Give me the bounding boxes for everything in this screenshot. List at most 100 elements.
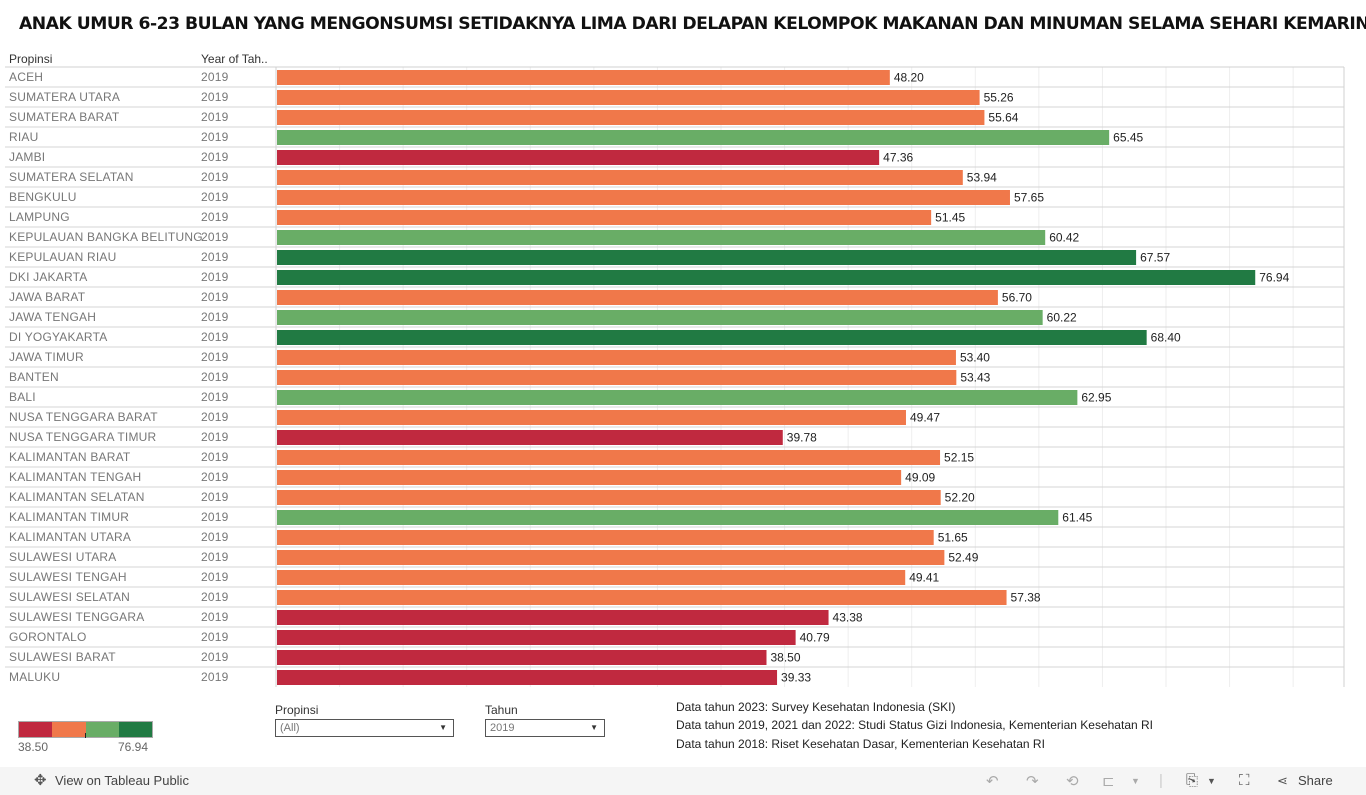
view-on-tableau-link[interactable]: View on Tableau Public — [55, 773, 189, 788]
year-label: 2019 — [201, 550, 229, 564]
bar[interactable] — [277, 170, 963, 185]
dropdown-arrow-icon: ▼ — [590, 723, 598, 732]
share-icon[interactable]: ⋖ — [1277, 773, 1288, 788]
year-label: 2019 — [201, 270, 229, 284]
bar[interactable] — [277, 150, 880, 165]
value-label: 51.65 — [938, 531, 968, 545]
province-label: DKI JAKARTA — [9, 270, 87, 284]
year-label: 2019 — [201, 630, 229, 644]
bar[interactable] — [277, 190, 1010, 205]
download-dropdown-icon[interactable]: ▼ — [1207, 776, 1216, 786]
bar[interactable] — [277, 130, 1110, 145]
bar[interactable] — [277, 530, 934, 545]
toolbar-divider: | — [1159, 772, 1163, 789]
bar[interactable] — [277, 350, 956, 365]
share-button[interactable]: Share — [1298, 773, 1333, 788]
year-label: 2019 — [201, 130, 229, 144]
legend-min-label: 38.50 — [18, 740, 49, 754]
bar[interactable] — [277, 330, 1147, 345]
bar[interactable] — [277, 390, 1078, 405]
refresh-dropdown-icon[interactable]: ▼ — [1131, 776, 1140, 786]
bar[interactable] — [277, 90, 980, 105]
source-note-2019: Data tahun 2019, 2021 dan 2022: Studi St… — [676, 718, 1153, 732]
province-label: ACEH — [9, 70, 43, 84]
value-label: 55.64 — [988, 111, 1018, 125]
year-label: 2019 — [201, 330, 229, 344]
value-label: 52.15 — [944, 451, 974, 465]
legend-swatch-high — [118, 722, 152, 737]
refresh-icon[interactable]: ⊏ — [1102, 773, 1115, 790]
color-legend — [18, 721, 153, 738]
undo-icon[interactable]: ↶ — [986, 773, 999, 790]
bar[interactable] — [277, 570, 906, 585]
bar[interactable] — [277, 270, 1256, 285]
province-label: MALUKU — [9, 670, 60, 684]
tableau-logo-icon: ✥ — [34, 772, 47, 789]
bar[interactable] — [277, 670, 778, 685]
province-filter-label: Propinsi — [275, 703, 319, 717]
year-label: 2019 — [201, 530, 229, 544]
bar[interactable] — [277, 410, 906, 425]
year-label: 2019 — [201, 410, 229, 424]
dropdown-arrow-icon: ▼ — [439, 723, 447, 732]
province-label: KALIMANTAN BARAT — [9, 450, 131, 464]
bar[interactable] — [277, 370, 957, 385]
bar[interactable] — [277, 630, 796, 645]
fullscreen-icon[interactable]: ⛶ — [1239, 772, 1250, 789]
chart-title: ANAK UMUR 6-23 BULAN YANG MENGONSUMSI SE… — [19, 14, 1366, 34]
tableau-toolbar: ✥ View on Tableau Public ↶ ↷ ⟲ ⊏ ▼ | ⎘ ▼… — [0, 767, 1366, 795]
value-label: 47.36 — [883, 151, 913, 165]
value-label: 49.47 — [910, 411, 940, 425]
bar[interactable] — [277, 510, 1059, 525]
year-label: 2019 — [201, 350, 229, 364]
bar[interactable] — [277, 430, 783, 445]
value-label: 53.40 — [960, 351, 990, 365]
province-label: SULAWESI TENGAH — [9, 570, 127, 584]
year-label: 2019 — [201, 390, 229, 404]
redo-icon[interactable]: ↷ — [1026, 773, 1039, 790]
legend-swatch-mid-low — [52, 722, 86, 737]
province-label: BENGKULU — [9, 190, 77, 204]
province-label: KEPULAUAN RIAU — [9, 250, 117, 264]
year-label: 2019 — [201, 470, 229, 484]
year-filter-select[interactable]: 2019 ▼ — [485, 719, 605, 737]
province-filter-select[interactable]: (All) ▼ — [275, 719, 454, 737]
year-label: 2019 — [201, 230, 229, 244]
province-label: KALIMANTAN UTARA — [9, 530, 131, 544]
value-label: 53.94 — [967, 171, 997, 185]
province-label: NUSA TENGGARA BARAT — [9, 410, 158, 424]
bar[interactable] — [277, 450, 941, 465]
bar[interactable] — [277, 250, 1137, 265]
province-label: SULAWESI BARAT — [9, 650, 116, 664]
province-label: SULAWESI TENGGARA — [9, 610, 144, 624]
province-label: JAWA TENGAH — [9, 310, 96, 324]
bar[interactable] — [277, 610, 829, 625]
value-label: 49.09 — [905, 471, 935, 485]
revert-icon[interactable]: ⟲ — [1066, 773, 1079, 790]
province-label: KALIMANTAN SELATAN — [9, 490, 145, 504]
bar[interactable] — [277, 650, 767, 665]
legend-swatch-mid-high — [85, 722, 119, 737]
source-note-2018: Data tahun 2018: Riset Kesehatan Dasar, … — [676, 737, 1045, 751]
bar[interactable] — [277, 70, 890, 85]
value-label: 68.40 — [1151, 331, 1181, 345]
year-label: 2019 — [201, 150, 229, 164]
bar[interactable] — [277, 470, 902, 485]
province-label: SUMATERA UTARA — [9, 90, 120, 104]
column-header-province[interactable]: Propinsi — [9, 52, 53, 66]
bar[interactable] — [277, 550, 945, 565]
bar[interactable] — [277, 590, 1007, 605]
download-icon[interactable]: ⎘ — [1186, 772, 1199, 789]
province-label: SUMATERA SELATAN — [9, 170, 134, 184]
bar[interactable] — [277, 310, 1043, 325]
legend-tick — [85, 733, 86, 738]
bar[interactable] — [277, 230, 1046, 245]
bar[interactable] — [277, 210, 932, 225]
value-label: 57.38 — [1011, 591, 1041, 605]
province-label: JAWA BARAT — [9, 290, 86, 304]
column-header-year[interactable]: Year of Tah.. — [201, 52, 268, 66]
bar[interactable] — [277, 290, 998, 305]
province-label: NUSA TENGGARA TIMUR — [9, 430, 157, 444]
bar[interactable] — [277, 110, 985, 125]
bar[interactable] — [277, 490, 941, 505]
